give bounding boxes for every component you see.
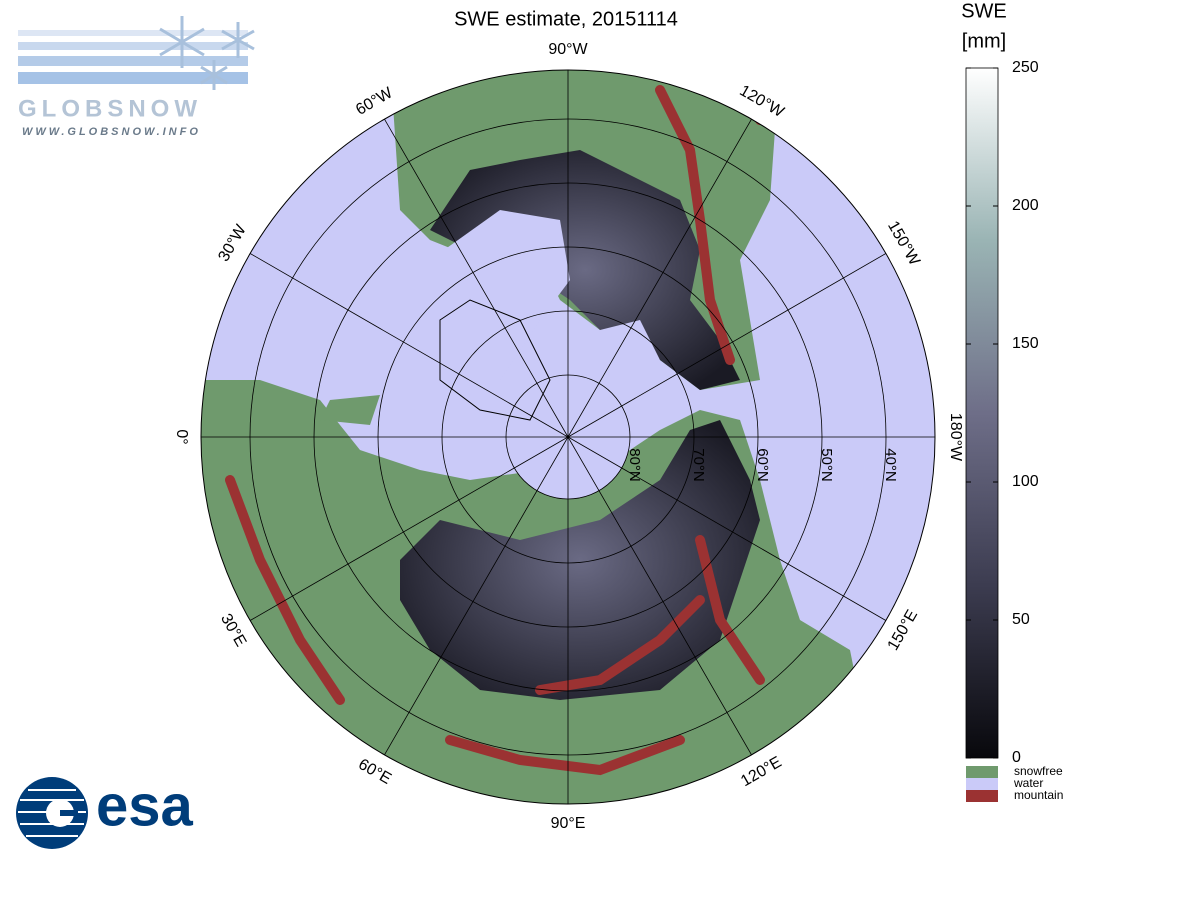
parallel-label: 80°N [626,448,643,482]
colorbar-title: [mm] [962,30,1006,52]
greenland-outline [439,299,551,421]
title: SWE estimate, 20151114 [454,8,678,30]
meridian [567,118,752,438]
colorbar-ramp [965,67,999,759]
meridian-label: 90°E [551,815,586,832]
legend-swatch [966,766,998,778]
colorbar-tick-label: 0 [1012,749,1021,766]
meridian-label: 150°E [885,607,922,653]
meridian [249,436,569,621]
parallel-label: 60°N [754,448,771,482]
parallel-label: 40°N [882,448,899,482]
globsnow-logo: GLOBSNOW WWW.GLOBSNOW.INFO [18,16,255,138]
meridian [384,436,569,756]
colorbar-tick-label: 50 [1012,611,1030,628]
meridian [567,436,887,621]
legend-label: snowfree [1014,764,1063,778]
meridian [384,118,569,438]
meridian-label: 0° [173,429,190,444]
meridian-label: 90°W [548,41,588,58]
colorbar-tick-label: 100 [1012,473,1039,490]
logo-name: GLOBSNOW [18,95,202,122]
meridian-label: 120°E [738,754,784,791]
esa-logo: esa [16,773,194,849]
graticule [201,70,935,804]
esa-text: esa [96,773,194,838]
colorbar-tick-label: 250 [1012,59,1039,76]
colorbar-title: SWE [961,0,1007,22]
parallel-label: 70°N [690,448,707,482]
legend-label: water [1013,776,1043,790]
legend-swatch [966,790,998,802]
meridian-label: 30°E [217,611,249,650]
meridian-label: 30°W [215,221,250,264]
colorbar-tick-label: 150 [1012,335,1039,352]
map-border [200,69,936,805]
colorbar: SWE [mm] 0 50 100 150 200 250 snowfreewatermou… [961,0,1063,802]
meridian-label: 180°W [947,413,964,462]
parallel-label: 50°N [818,448,835,482]
meridian [567,253,887,438]
legend-label: mountain [1014,788,1063,802]
meridian [249,253,569,438]
colorbar-tick-label: 200 [1012,197,1039,214]
logo-url: WWW.GLOBSNOW.INFO [22,126,201,138]
meridian [567,436,752,756]
meridian-label: 60°W [353,84,396,119]
map [201,70,935,804]
meridian-label: 60°E [355,756,394,788]
legend-swatch [966,778,998,790]
